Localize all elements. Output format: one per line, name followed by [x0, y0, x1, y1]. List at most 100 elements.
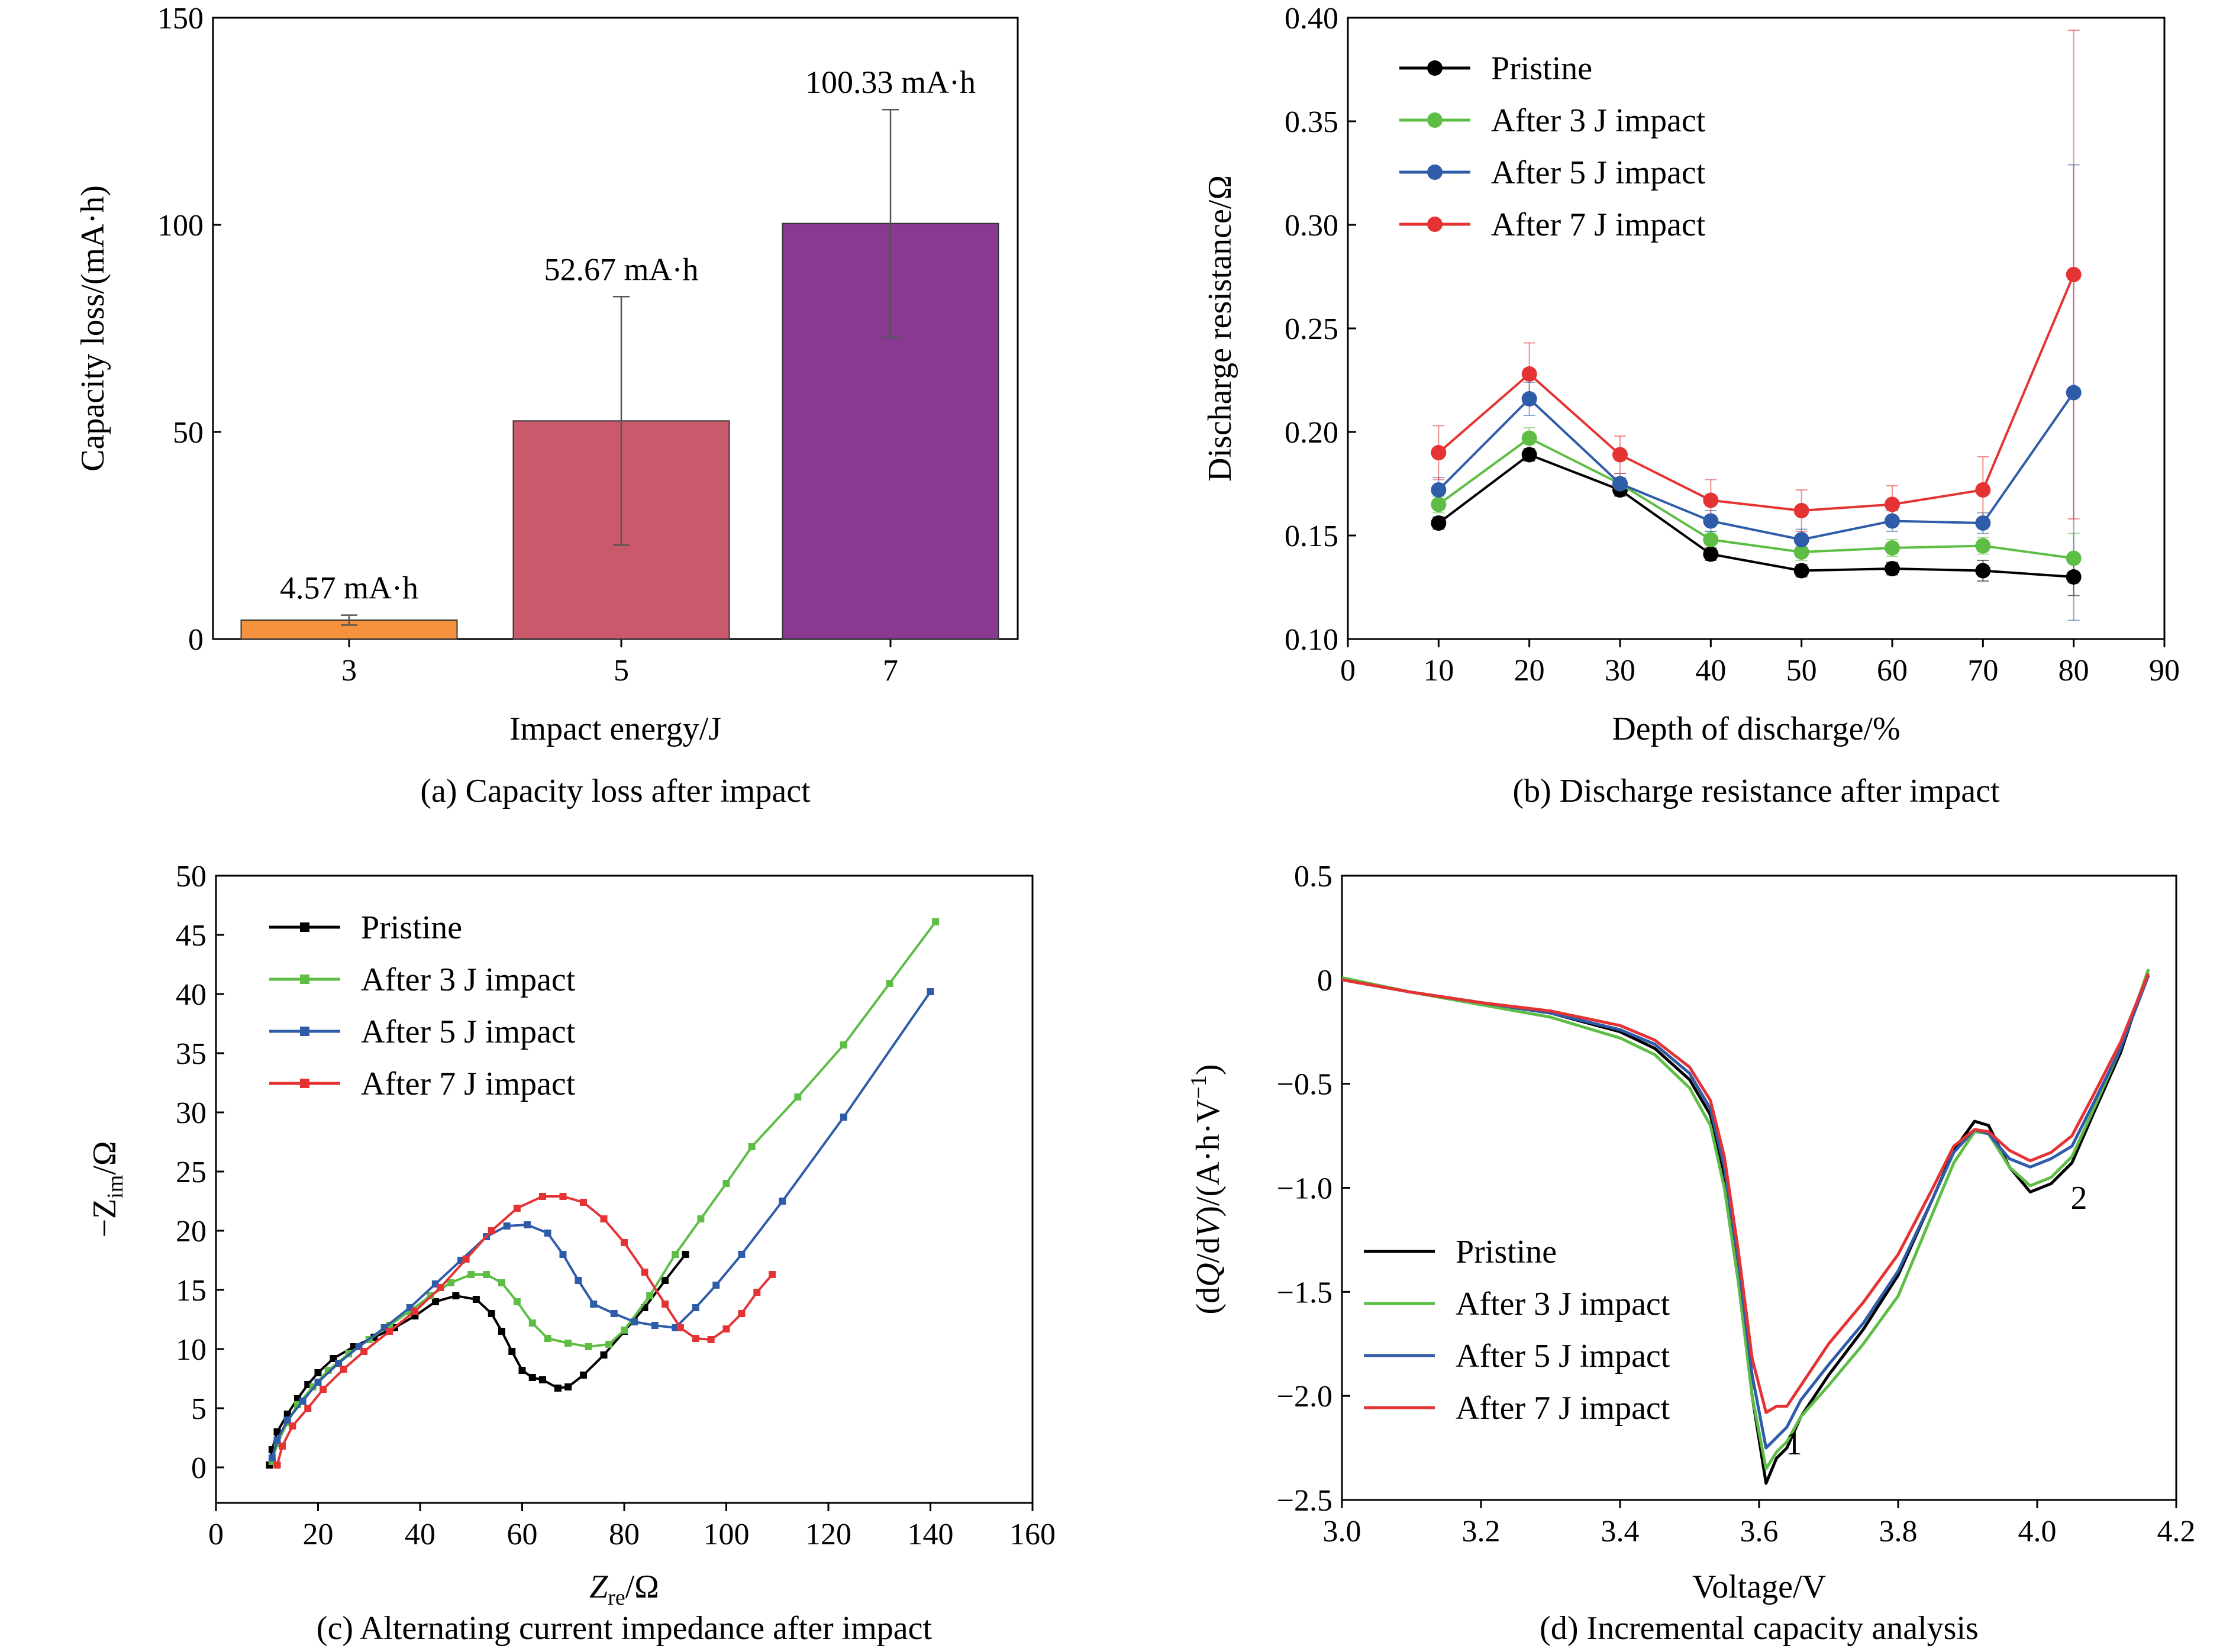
- panel-c-point: [692, 1335, 699, 1342]
- panel-c-legend-marker: [300, 1027, 309, 1036]
- panel-c-y-tick-label: 15: [176, 1274, 207, 1308]
- panel-b-point: [1521, 391, 1537, 406]
- panel-d-y-tick-label: 0: [1317, 964, 1332, 998]
- panel-c-point: [580, 1372, 587, 1379]
- panel-c-point: [580, 1199, 587, 1206]
- panel-c-point: [676, 1324, 684, 1331]
- panel-c-point: [722, 1180, 730, 1187]
- panel-c-point: [722, 1325, 730, 1332]
- panel-c-point: [621, 1239, 628, 1246]
- panel-c-point: [279, 1443, 286, 1450]
- panel-d-series-line: [1341, 969, 2150, 1470]
- panel-c-point: [794, 1093, 802, 1101]
- panel-b-point: [1975, 515, 1991, 531]
- panel-c-point: [927, 988, 934, 995]
- panel-b-point: [1885, 496, 1900, 512]
- panel-c-x-tick-label: 140: [908, 1518, 954, 1551]
- panel-c-point: [273, 1428, 281, 1435]
- panel-c-series-line: [270, 990, 932, 1459]
- panel-c-point: [738, 1310, 746, 1317]
- panel-c-point: [692, 1304, 699, 1311]
- panel-c-point: [314, 1379, 322, 1386]
- panel-c-x-axis-label: Zre/Ω: [589, 1569, 659, 1610]
- panel-c-point: [600, 1351, 608, 1359]
- panel-b-y-axis-label: Discharge resistance/Ω: [1202, 175, 1238, 482]
- panel-c-point: [539, 1376, 546, 1383]
- panel-c-point: [554, 1385, 562, 1392]
- panel-c-point: [662, 1301, 669, 1308]
- panel-c-point: [513, 1205, 521, 1212]
- panel-b-y-tick-label: 0.20: [1285, 416, 1338, 450]
- panel-c-caption: (c) Alternating current impedance after …: [317, 1610, 933, 1647]
- panel-d-legend-label: Pristine: [1456, 1234, 1557, 1270]
- panel-c-point: [488, 1227, 495, 1234]
- panel-c-point: [498, 1279, 505, 1286]
- panel-c-y-tick-label: 40: [176, 978, 207, 1012]
- panel-b-y-tick-label: 0.35: [1285, 105, 1338, 139]
- panel-c-point: [386, 1328, 393, 1335]
- panel-c-point: [748, 1143, 756, 1150]
- panel-c-point: [590, 1301, 598, 1308]
- panel-b-y-tick-label: 0.25: [1285, 312, 1338, 346]
- panel-b-point: [1431, 482, 1447, 498]
- panel-b-point: [1431, 515, 1447, 531]
- panel-a-x-tick-label: 3: [341, 654, 357, 688]
- panel-c-point: [564, 1340, 572, 1347]
- panel-b-point: [1793, 544, 1809, 560]
- panel-b-legend: Pristine After 3 J impact After 5 J impact…: [1399, 50, 1706, 243]
- panel-c-point: [840, 1114, 847, 1121]
- panel-c-y-tick-label: 25: [176, 1156, 207, 1189]
- panel-c-point: [452, 1292, 460, 1299]
- panel-b-y-tick-label: 0.15: [1285, 520, 1338, 553]
- panel-b-x-tick-label: 30: [1605, 654, 1635, 688]
- panel-d-x-tick-label: 4.2: [2157, 1515, 2196, 1548]
- panel-c-point: [712, 1282, 720, 1289]
- panel-c-point: [320, 1386, 327, 1393]
- panel-b-point: [2066, 267, 2082, 282]
- panel-b-legend-marker: [1427, 164, 1443, 180]
- panel-b-point: [1975, 538, 1991, 554]
- panel-d-y-tick-label: 0.5: [1294, 860, 1332, 893]
- panel-c-point: [483, 1271, 491, 1278]
- panel-c-point: [513, 1298, 521, 1305]
- panel-c-point: [641, 1269, 648, 1276]
- panel-b-point: [1793, 503, 1809, 518]
- panel-d-legend-label: After 5 J impact: [1456, 1338, 1670, 1374]
- panel-c-x-tick-label: 20: [303, 1518, 334, 1551]
- panel-a-y-tick-label: 50: [173, 416, 204, 450]
- panel-b-point: [1885, 561, 1900, 576]
- panel-a-data-label: 100.33 mA·h: [805, 64, 976, 100]
- panel-b-legend-marker: [1427, 217, 1443, 232]
- panel-d-legend-label: After 3 J impact: [1456, 1286, 1670, 1322]
- panel-c-legend-marker: [300, 1079, 309, 1088]
- panel-c-legend-marker: [300, 922, 309, 932]
- panel-c-legend: Pristine After 3 J impact After 5 J impact…: [269, 909, 576, 1102]
- panel-b-series: [1431, 267, 2082, 585]
- panel-b-x-tick-label: 50: [1786, 654, 1817, 688]
- panel-c-point: [544, 1335, 551, 1342]
- panel-c-series: [266, 918, 940, 1469]
- panel-b-discharge-resistance: 0.10 0.15 0.20 0.25 0.30 0.35 0.40 0 10 20 30 40 50 6…: [1202, 2, 2180, 809]
- panel-d-series: [1341, 969, 2150, 1485]
- panel-d-y-tick-label: −2.0: [1277, 1380, 1332, 1414]
- panel-c-axis-ticks: 0 5 10 15 20 25 30 35 40 45 50 0 20 40 60 80 100 120 140 16…: [176, 860, 1056, 1551]
- panel-a-x-tick-label: 5: [614, 654, 629, 688]
- panel-c-point: [462, 1256, 470, 1263]
- panel-a-x-tick-label: 7: [883, 654, 898, 688]
- panel-c-point: [437, 1284, 444, 1291]
- panel-c-plot-frame: [215, 875, 1034, 1504]
- panel-a-capacity-loss: 0 50 100 150 3 5 7 4.57 mA·h 52.67 mA·h 100.33 m…: [75, 2, 1019, 809]
- panel-b-point: [2066, 569, 2082, 585]
- panel-c-point: [472, 1296, 480, 1303]
- panel-d-x-tick-label: 3.6: [1740, 1515, 1779, 1548]
- panel-c-x-tick-label: 0: [208, 1518, 224, 1551]
- panel-b-series-line: [1437, 392, 2075, 541]
- panel-c-point: [651, 1322, 659, 1329]
- panel-b-point: [1521, 430, 1537, 446]
- panel-c-point: [544, 1230, 551, 1237]
- panel-c-point: [498, 1328, 505, 1335]
- panel-b-y-tick-label: 0.10: [1285, 623, 1338, 657]
- panel-c-point: [631, 1318, 638, 1325]
- panel-b-point: [1975, 482, 1991, 498]
- panel-c-point: [753, 1289, 761, 1296]
